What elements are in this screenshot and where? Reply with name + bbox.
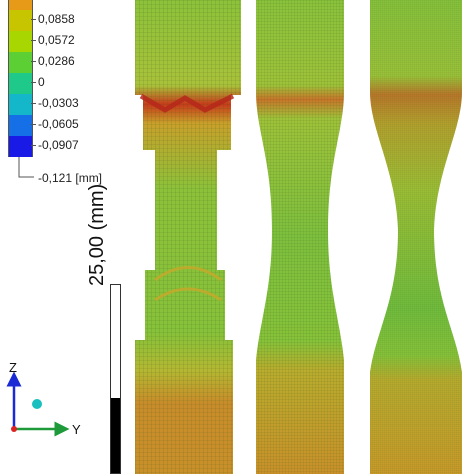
axis-triad: Z Y (6, 360, 81, 437)
legend-label: -0,0907 (38, 138, 79, 152)
legend-swatch (8, 136, 33, 157)
z-axis-label: Z (9, 360, 17, 375)
legend-label: -0,0303 (38, 96, 79, 110)
legend-tick (31, 61, 36, 62)
legend-swatch-top (8, 0, 33, 10)
legend-label: 0,0572 (38, 33, 75, 47)
scale-bar-fill (111, 397, 120, 473)
origin-dot (11, 426, 17, 432)
legend-swatch (8, 94, 33, 115)
legend-swatch (8, 31, 33, 52)
mesh-grid (135, 0, 241, 474)
legend-label: 0,0286 (38, 54, 75, 68)
mesh-grid (256, 0, 344, 474)
legend-tick (31, 145, 36, 146)
legend-swatch (8, 115, 33, 136)
specimen-fine-mesh (370, 0, 462, 474)
legend-min-label: -0,121 [mm] (38, 171, 103, 185)
legend-swatch (8, 10, 33, 31)
specimen-smooth-mesh (256, 0, 344, 474)
specimen-voxel-mesh (135, 0, 241, 474)
legend-label: 0 (38, 75, 45, 89)
legend-swatch (8, 52, 33, 73)
color-legend: 0,0858 0,0572 0,0286 0 -0,0303 -0,0605 -… (0, 0, 130, 190)
x-axis-dot (32, 399, 42, 409)
scale-label: 25,00 (mm) (86, 183, 108, 286)
legend-tick (31, 40, 36, 41)
stress-band (139, 93, 235, 113)
legend-label: -0,0605 (38, 117, 79, 131)
legend-min-bracket (18, 157, 34, 178)
legend-tick (31, 103, 36, 104)
legend-tick (31, 124, 36, 125)
y-axis-label: Y (72, 422, 81, 437)
mesh-grid (370, 0, 462, 474)
legend-swatch (8, 73, 33, 94)
stress-band (154, 266, 222, 302)
legend-label: 0,0858 (38, 12, 75, 26)
scale-bar (110, 284, 121, 474)
legend-tick (31, 19, 36, 20)
legend-tick (31, 82, 36, 83)
